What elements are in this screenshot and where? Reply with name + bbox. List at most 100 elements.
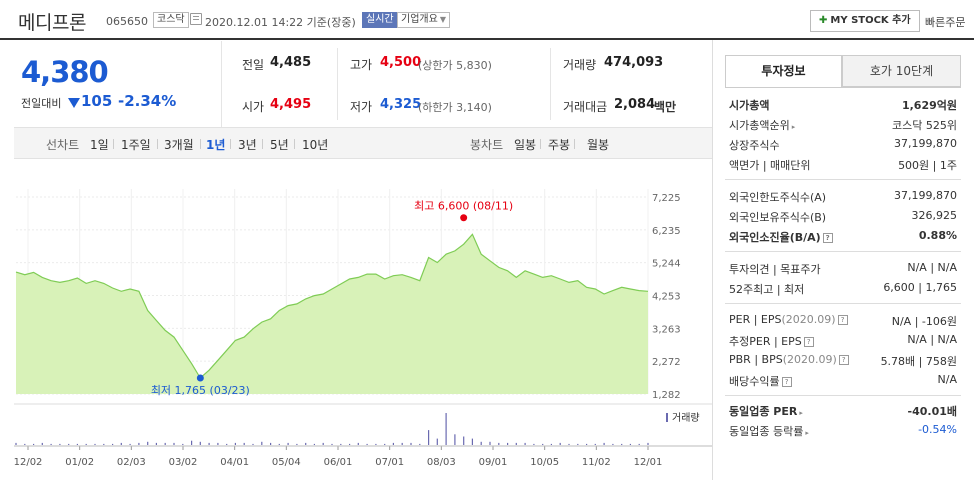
candle-weekly[interactable]: 주봉 [548,138,571,152]
help-icon[interactable]: ? [803,337,814,347]
volume-label: 거래량 [563,58,597,72]
price-line [15,233,649,379]
period-1w[interactable]: 1주일 [121,138,151,152]
low-value: 4,325 [380,97,422,112]
low-label: 저가 [350,100,373,114]
x-tick-label: 12/02 [14,457,42,468]
period-5y[interactable]: 5년 [270,138,289,152]
period-10y[interactable]: 10년 [302,138,329,152]
volume-bar [436,438,438,445]
per-eps-row: PER | EPS(2020.09)? N/A | -106원 [729,311,957,329]
row-label: PBR | BPS [729,353,783,366]
chevron-down-icon: ▼ [439,15,446,24]
trading-amount-value: 2,084 [614,97,656,112]
volume-bar [612,443,614,445]
plus-icon: ✚ [819,15,828,26]
price-summary: 4,380 전일대비 105 -2.34% [14,41,222,127]
open-value: 4,495 [270,97,312,112]
help-icon[interactable]: ? [837,315,848,325]
period-1d[interactable]: 1일 [90,138,109,152]
high-label: 고가 [350,58,373,72]
volume-bar [445,413,447,445]
row-value: N/A | N/A [907,261,957,274]
calendar-icon [190,13,202,25]
volume-bar [349,443,351,445]
row-value: 37,199,870 [894,189,957,202]
market-cap-rank-row[interactable]: 시가총액순위 ▸ 코스닥 525위 [729,115,957,133]
volume-bar [559,442,561,445]
period-3y[interactable]: 3년 [238,138,257,152]
volume-bar [331,443,333,445]
help-icon[interactable]: ? [781,377,792,387]
price-chart: 7,225 6,235 5,244 4,253 3,263 2,272 1,282 12/0… [14,189,712,468]
sector-per-row[interactable]: 동일업종 PER ▸ -40.01배 [729,401,957,419]
sector-change-row[interactable]: 동일업종 등락률 ▸ -0.54% [729,421,957,439]
change-percent: -2.34% [118,92,177,110]
volume-bar [59,443,61,445]
divider [337,48,338,120]
volume-bar [15,442,17,445]
help-icon[interactable]: ? [822,233,833,243]
candle-monthly[interactable]: 월봉 [587,138,610,152]
estimated-per-row: 추정PER | EPS? N/A | N/A [729,331,957,349]
volume-bar [85,443,87,445]
y-tick-label: 2,272 [652,357,681,368]
chart-period-bar: 선차트 1일 1주일 3개월 1년 3년 5년 10년 봉차트 일봉 주봉 월봉 [14,127,712,159]
volume-bar [296,443,298,445]
low-point-marker [196,374,204,382]
volume-bar [103,443,105,445]
par-value-row: 액면가 | 매매단위 500원 | 1주 [729,155,957,173]
row-value: 326,925 [911,209,958,222]
x-tick-label: 11/02 [582,457,611,468]
tab-invest-info[interactable]: 투자정보 [725,55,842,87]
volume-bar [322,442,324,445]
company-overview-dropdown[interactable]: 기업개요 ▼ [397,12,450,28]
tab-orderbook[interactable]: 호가 10단계 [842,55,961,87]
period-1y[interactable]: 1년 [206,138,226,152]
market-cap-row: 시가총액 1,629억원 [729,95,957,113]
divider [157,139,158,149]
lower-limit: (하한가 3,140) [418,101,492,114]
chevron-right-icon: ▸ [805,429,809,437]
current-price: 4,380 [21,55,109,89]
low-annotation: 최저 1,765 (03/23) [151,384,250,397]
trading-amount-label: 거래대금 [563,100,608,114]
row-value: 코스닥 525위 [892,119,957,132]
volume-bar [24,443,26,445]
volume-bar [112,443,114,445]
period-3m[interactable]: 3개월 [164,138,194,152]
divider [725,395,961,396]
divider [712,40,713,480]
volume-bar [463,436,465,445]
volume-legend-marker [666,413,668,422]
y-tick-label: 6,235 [652,226,681,237]
help-icon[interactable]: ? [838,355,849,365]
market-badge: 코스닥 [153,12,189,28]
candle-chart-label: 봉차트 [470,138,504,152]
add-my-stock-button[interactable]: ✚ MY STOCK 추가 [810,10,920,32]
realtime-button[interactable]: 실시간 [362,12,398,28]
volume-bar [252,443,254,445]
row-label: 52주최고 | 최저 [729,283,805,296]
divider [725,251,961,252]
y-tick-label: 4,253 [652,292,681,303]
volume-bar [366,443,368,445]
volume-bar [340,443,342,445]
volume-legend: 거래량 [672,412,700,424]
pbr-bps-row: PBR | BPS(2020.09)? 5.78배 | 758원 [729,351,957,369]
y-axis: 7,225 6,235 5,244 4,253 3,263 2,272 1,282 [652,193,681,401]
x-tick-label: 02/03 [117,457,146,468]
change-label: 전일대비 [21,97,62,110]
down-arrow-icon [68,98,80,108]
row-label: 시가총액순위 [729,119,790,132]
row-label-date: (2020.09) [781,313,836,326]
prev-close-label: 전일 [242,58,265,72]
volume-bar [401,442,403,445]
row-label: 외국인소진율(B/A) [729,231,821,244]
volume-bar [638,443,640,445]
quick-order-link[interactable]: 빠른주문 [925,16,966,29]
volume-bar [50,443,52,445]
volume-bar [94,443,96,445]
foreign-limit-row: 외국인한도주식수(A) 37,199,870 [729,187,957,205]
candle-daily[interactable]: 일봉 [514,138,537,152]
